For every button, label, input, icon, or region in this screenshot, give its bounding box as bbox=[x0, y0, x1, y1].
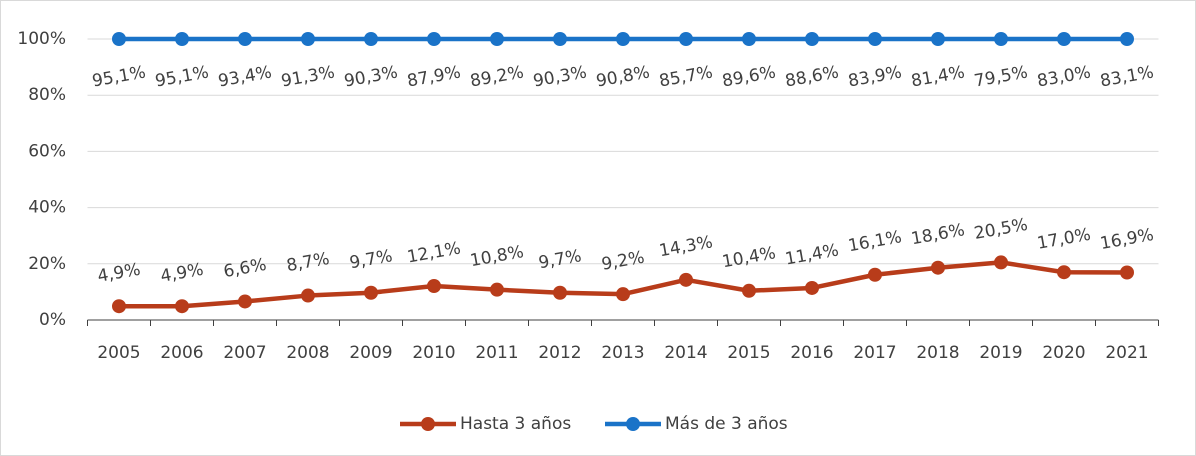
marker bbox=[175, 299, 189, 314]
x-tick-label: 2010 bbox=[412, 343, 455, 363]
marker bbox=[553, 285, 567, 300]
x-tick-label: 2011 bbox=[475, 343, 518, 363]
x-tick-label: 2005 bbox=[97, 343, 140, 363]
marker bbox=[364, 285, 378, 300]
x-tick-label: 2013 bbox=[601, 343, 644, 363]
marker bbox=[1120, 265, 1134, 280]
marker bbox=[427, 32, 441, 46]
x-tick-label: 2020 bbox=[1042, 343, 1085, 363]
marker bbox=[427, 278, 441, 293]
marker bbox=[112, 299, 126, 314]
marker bbox=[553, 32, 567, 46]
y-tick-label: 20% bbox=[28, 254, 66, 274]
marker bbox=[616, 32, 630, 46]
x-tick-label: 2009 bbox=[349, 343, 392, 363]
x-tick-label: 2012 bbox=[538, 343, 581, 363]
marker bbox=[868, 32, 882, 46]
marker bbox=[679, 32, 693, 46]
marker bbox=[364, 32, 378, 46]
marker bbox=[868, 267, 882, 282]
marker bbox=[175, 32, 189, 46]
x-tick-label: 2016 bbox=[790, 343, 833, 363]
marker bbox=[238, 294, 252, 309]
marker bbox=[805, 32, 819, 46]
marker bbox=[931, 32, 945, 46]
y-tick-label: 100% bbox=[17, 29, 66, 49]
marker bbox=[994, 32, 1008, 46]
x-tick-label: 2017 bbox=[853, 343, 896, 363]
marker bbox=[679, 272, 693, 287]
y-tick-label: 60% bbox=[28, 141, 66, 161]
marker bbox=[301, 288, 315, 303]
x-tick-label: 2021 bbox=[1105, 343, 1148, 363]
y-tick-label: 80% bbox=[28, 85, 66, 105]
marker bbox=[994, 255, 1008, 270]
marker bbox=[490, 32, 504, 46]
marker bbox=[616, 287, 630, 302]
marker bbox=[931, 260, 945, 275]
x-tick-label: 2015 bbox=[727, 343, 770, 363]
marker bbox=[742, 32, 756, 46]
legend-label: Hasta 3 años bbox=[460, 414, 571, 434]
x-tick-label: 2006 bbox=[160, 343, 203, 363]
x-tick-label: 2014 bbox=[664, 343, 707, 363]
marker bbox=[805, 280, 819, 295]
x-tick-label: 2019 bbox=[979, 343, 1022, 363]
marker bbox=[301, 32, 315, 46]
marker bbox=[1057, 32, 1071, 46]
legend-marker bbox=[421, 417, 435, 431]
marker bbox=[490, 282, 504, 297]
x-tick-label: 2018 bbox=[916, 343, 959, 363]
marker bbox=[1057, 265, 1071, 280]
x-tick-label: 2007 bbox=[223, 343, 266, 363]
legend-marker bbox=[626, 417, 640, 431]
x-tick-label: 2008 bbox=[286, 343, 329, 363]
legend-label: Más de 3 años bbox=[665, 414, 788, 434]
y-tick-label: 0% bbox=[39, 310, 66, 330]
marker bbox=[112, 32, 126, 46]
marker bbox=[238, 32, 252, 46]
marker bbox=[1120, 32, 1134, 46]
y-tick-label: 40% bbox=[28, 198, 66, 218]
marker bbox=[742, 283, 756, 298]
